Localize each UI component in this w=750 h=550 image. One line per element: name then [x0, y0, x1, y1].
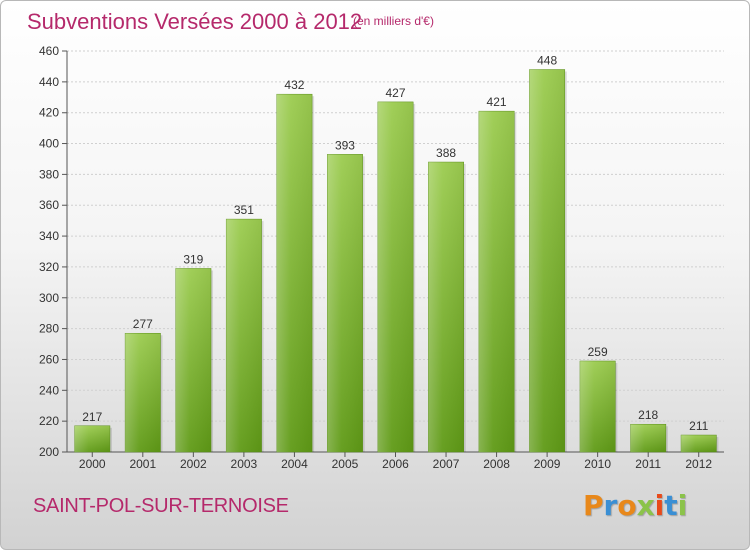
y-tick-label: 260	[39, 352, 59, 366]
proxiti-logo: Proxiti	[583, 489, 687, 522]
bar-highlight	[74, 425, 110, 452]
value-label-2009: 448	[537, 54, 557, 68]
y-tick-label: 300	[39, 291, 59, 305]
value-label-2010: 259	[588, 345, 608, 359]
y-tick-label: 280	[39, 322, 59, 336]
logo-letter: r	[603, 489, 618, 522]
y-tick-label: 420	[39, 106, 59, 120]
x-tick-label-2009: 2009	[534, 457, 561, 471]
value-label-2008: 421	[487, 95, 507, 109]
x-tick-label-2012: 2012	[685, 457, 712, 471]
y-tick-label: 360	[39, 198, 59, 212]
bar-highlight	[276, 94, 313, 452]
value-label-2006: 427	[385, 86, 405, 100]
value-label-2004: 432	[284, 78, 304, 92]
x-tick-label-2003: 2003	[231, 457, 258, 471]
bar-highlight	[529, 69, 565, 452]
bar-highlight	[681, 435, 717, 452]
value-label-2000: 217	[82, 410, 102, 424]
value-label-2003: 351	[234, 203, 254, 217]
value-label-2012: 211	[689, 419, 708, 433]
y-tick-label: 440	[39, 75, 59, 89]
y-tick-label: 220	[39, 414, 59, 428]
x-tick-label-2001: 2001	[129, 457, 156, 471]
value-label-2007: 388	[436, 146, 456, 160]
y-tick-label: 400	[39, 137, 59, 151]
value-label-2005: 393	[335, 138, 355, 152]
y-tick-label: 460	[39, 44, 59, 58]
commune-name: SAINT-POL-SUR-TERNOISE	[33, 495, 289, 517]
x-tick-label-2011: 2011	[635, 457, 661, 471]
chart-subtitle: (en milliers d'€)	[353, 14, 434, 28]
bar-highlight	[327, 154, 363, 453]
x-tick-label-2000: 2000	[79, 457, 106, 471]
logo-letter: o	[617, 489, 637, 522]
x-tick-label-2008: 2008	[483, 457, 510, 471]
chart-title: Subventions Versées 2000 à 2012	[27, 9, 363, 34]
bar-highlight	[630, 424, 666, 452]
x-tick-label-2007: 2007	[433, 457, 460, 471]
bars	[74, 69, 719, 453]
value-label-2002: 319	[183, 252, 203, 266]
x-tick-label-2006: 2006	[382, 457, 409, 471]
bar-highlight	[478, 111, 515, 453]
labels: 200 220 240 260 280 300 320 340 360 380 400 420 440 4…	[39, 44, 712, 471]
x-tick-label-2010: 2010	[584, 457, 611, 471]
x-tick-label-2002: 2002	[180, 457, 207, 471]
bar-highlight	[125, 333, 161, 452]
y-tick-label: 320	[39, 260, 59, 274]
x-tick-label-2004: 2004	[281, 457, 308, 471]
y-tick-label: 240	[39, 383, 59, 397]
x-tick-label-2005: 2005	[332, 457, 359, 471]
y-tick-label: 380	[39, 167, 59, 181]
logo-letter: t	[664, 489, 678, 522]
bar-highlight	[579, 361, 616, 452]
value-label-2001: 277	[133, 317, 153, 331]
value-label-2011: 218	[638, 408, 658, 422]
logo-letter: i	[654, 489, 665, 522]
logo-letter: P	[583, 489, 604, 522]
bar-highlight	[428, 162, 464, 453]
y-tick-label: 340	[39, 229, 59, 243]
logo-letter: x	[636, 489, 655, 522]
bar-highlight	[377, 101, 414, 453]
bar-highlight	[175, 268, 212, 452]
y-tick-label: 200	[39, 445, 59, 459]
bar-highlight	[226, 219, 262, 452]
logo-letter: i	[677, 489, 688, 522]
